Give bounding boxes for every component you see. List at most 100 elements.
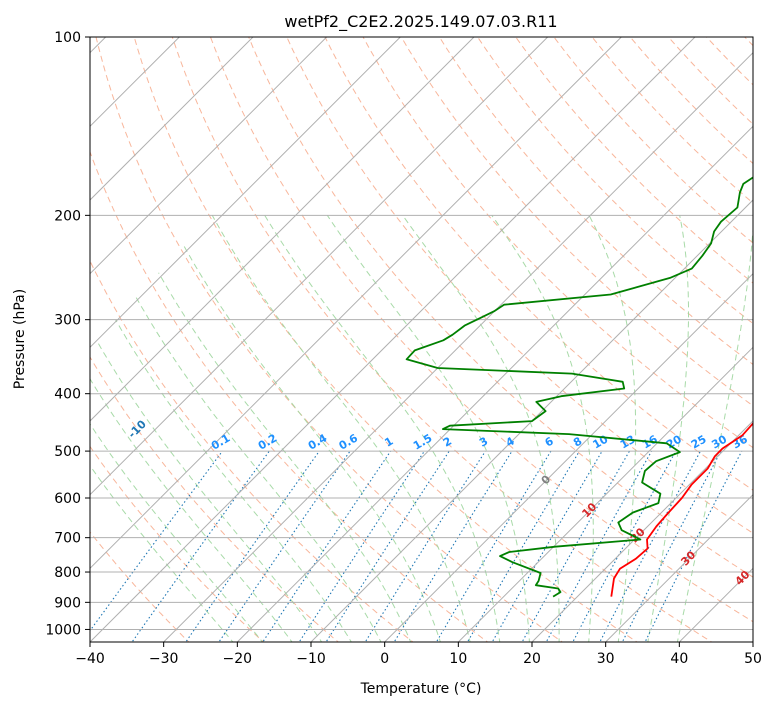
dry-adiabat [400,37,753,407]
moist-adiabat [211,215,471,642]
mixing-ratio-line [262,450,392,642]
mixing-ratio-label: 1 [382,435,395,450]
x-tick-label: 30 [597,651,615,667]
mixing-ratio-label: 6 [543,434,556,449]
mixing-ratio-line [599,450,701,642]
isotherm-line [236,125,753,642]
dewpoint-line [405,176,753,598]
x-axis-label: Temperature (°C) [360,681,482,697]
mixing-ratio-label: 10 [590,432,610,451]
isotherm-line [310,199,753,642]
x-axis: −40 −30 −20 −10 0 10 20 30 40 50 [75,642,762,667]
moist-adiabat [158,272,412,642]
mixing-ratio-line [364,450,486,642]
moist-adiabat [115,319,352,642]
mixing-ratio-label: 2 [441,435,454,450]
y-tick-label: 700 [54,531,81,547]
isotherm-line [90,37,622,570]
dry-adiabat [362,37,753,449]
isotherm-line [163,51,753,642]
isotherm-line [90,37,549,496]
isotherm-line [752,641,753,642]
x-tick-label: 20 [523,651,541,667]
plot-frame [89,36,754,643]
moist-adiabat [402,215,560,642]
isotherm-line [384,272,753,642]
y-axis-label: Pressure (hPa) [12,289,28,389]
dry-adiabat [667,37,753,125]
y-tick-label: 300 [54,313,81,329]
dry-adiabat [90,531,190,642]
dry-adiabat [705,37,753,86]
x-tick-label: −30 [149,651,179,667]
dry-adiabat [324,37,753,491]
background-lines [90,24,775,645]
x-tick-label: −10 [296,651,326,667]
moist-adiabat [183,245,441,642]
mixing-ratio-label: 0.4 [306,431,330,452]
isotherm-line [457,346,753,642]
mixing-ratio-line [466,450,580,642]
mixing-ratio-line [621,450,722,642]
dry-adiabat [744,37,753,47]
isotherm-line [531,420,753,642]
y-tick-label: 800 [54,565,81,581]
isotherm-line [605,493,753,642]
mixing-ratio-label: 8 [571,435,584,450]
dry-adiabat [133,37,638,642]
mixing-ratio-line [90,450,223,632]
isotherm-line [90,37,696,642]
y-tick-label: 600 [54,491,81,507]
y-tick-label: 200 [54,208,81,224]
mixing-ratio-line [435,450,552,642]
y-axis: 100 200 300 400 500 600 700 800 900 1000 [45,30,90,638]
mixing-ratio-label: 3 [477,435,490,450]
mixing-ratio-line [131,450,270,642]
x-tick-label: 40 [670,651,688,667]
isotherm-line [678,567,753,642]
dry-adiabat [90,259,414,642]
isotherm-line [90,37,328,275]
dry-adiabat [90,150,489,642]
chart-title: wetPf2_C2E2.2025.149.07.03.R11 [284,12,557,32]
dry-adiabat-label: 40 [733,568,753,588]
mixing-ratio-line [185,450,320,642]
dry-adiabat [629,37,753,165]
y-tick-label: 400 [54,387,81,403]
x-tick-label: 0 [380,651,389,667]
moist-adiabat [135,297,382,642]
mixing-ratio-line [393,450,513,642]
y-tick-label: 900 [54,595,81,611]
moist-adiabat [588,215,637,642]
y-tick-label: 100 [54,30,81,46]
moist-adiabat [264,215,501,642]
isotherm-line [90,37,254,201]
dry-adiabat-label: -10 [126,417,149,440]
mixing-ratio-line [218,450,351,642]
x-tick-label: 50 [744,651,762,667]
mixing-ratio-label: 30 [709,432,729,451]
dry-adiabat [515,37,753,284]
x-tick-label: −40 [75,651,105,667]
x-tick-label: −20 [223,651,253,667]
moist-adiabat [491,215,594,642]
moist-adiabat [96,340,323,642]
mixing-ratio-line [298,450,425,642]
mixing-ratio-label: 25 [689,433,709,452]
isotherm-line [90,37,401,349]
y-tick-label: 1000 [45,622,81,638]
dry-adiabat [286,37,753,534]
dry-adiabat [90,445,265,642]
mixing-ratio-line [325,450,450,642]
moist-adiabat [90,377,293,642]
dry-adiabat-label: 30 [678,548,698,568]
isotherm-line [90,37,475,422]
sounding-series [405,176,753,598]
dry-adiabat [770,24,775,645]
mixing-ratio-line [644,450,743,642]
dry-adiabat [591,37,753,204]
temperature-line [610,422,753,597]
moist-adiabat [90,423,264,642]
moist-adiabat [326,215,530,642]
